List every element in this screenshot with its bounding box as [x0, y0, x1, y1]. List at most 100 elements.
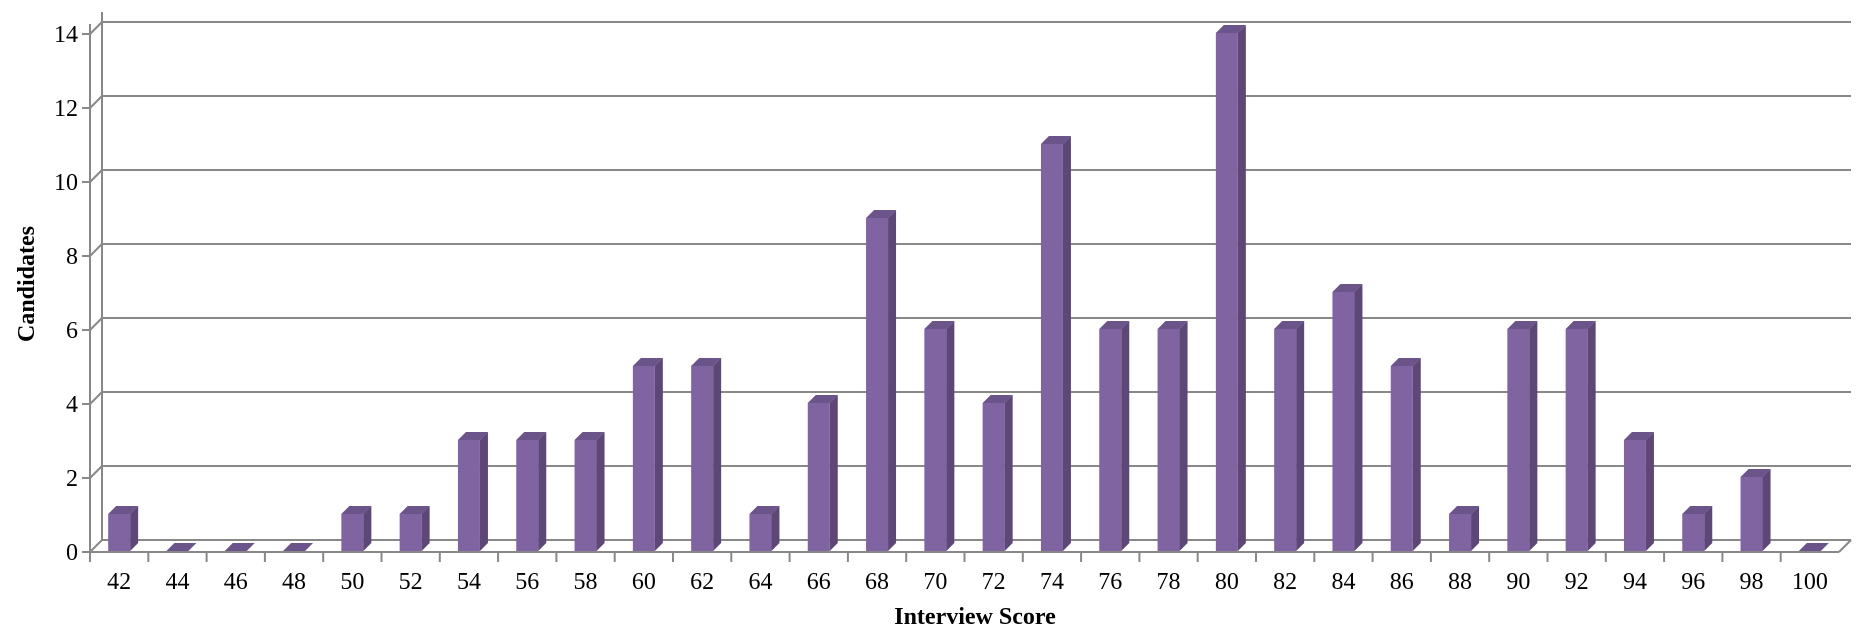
bar-side	[1354, 284, 1363, 551]
bar-front	[1682, 514, 1705, 551]
bar-top	[1565, 321, 1596, 329]
bar-side	[538, 432, 547, 551]
x-tick-label: 84	[1331, 569, 1355, 595]
bar-top	[1740, 469, 1771, 477]
bar	[1099, 321, 1130, 551]
bar-side	[888, 210, 897, 551]
gridline-wall-edge	[89, 95, 103, 109]
bar-front	[1099, 329, 1122, 551]
x-tick-label: 42	[107, 569, 131, 595]
bar-top	[224, 543, 255, 551]
bar	[1157, 321, 1188, 551]
bar	[574, 432, 605, 551]
x-axis-title: Interview Score	[894, 604, 1056, 626]
x-tick-label: 98	[1740, 569, 1764, 595]
bar	[224, 543, 255, 551]
bar-front	[1390, 366, 1413, 551]
bar-front	[1740, 477, 1763, 551]
bar-front	[1040, 144, 1063, 551]
bar	[1507, 321, 1538, 551]
bar	[924, 321, 955, 551]
bar-front	[632, 366, 655, 551]
x-tick-label: 86	[1390, 569, 1414, 595]
axes	[82, 12, 1852, 562]
gridlines	[89, 21, 1851, 553]
y-tick-label: 8	[66, 244, 78, 270]
bar-front	[866, 218, 889, 551]
bar-top	[632, 358, 663, 366]
bar-top	[1040, 136, 1071, 144]
bar-side	[713, 358, 722, 551]
bar-side	[771, 506, 780, 551]
x-tick-label: 82	[1273, 569, 1297, 595]
y-tick-labels: 0 2 4 6 8 10 12 14	[54, 22, 78, 566]
bar-front	[1215, 33, 1238, 551]
bar-front	[807, 403, 830, 551]
x-tick-label: 74	[1040, 569, 1064, 595]
bar	[341, 506, 372, 551]
bar-front	[749, 514, 772, 551]
bar-front	[1332, 292, 1355, 551]
x-tick-label: 58	[574, 569, 598, 595]
x-tick-label: 80	[1215, 569, 1239, 595]
bar	[457, 432, 488, 551]
bar-front	[1274, 329, 1297, 551]
gridline-wall-edge	[89, 465, 103, 479]
bar-top	[341, 506, 372, 514]
bar-side	[1062, 136, 1071, 551]
x-tick-label: 88	[1448, 569, 1472, 595]
gridline-wall-edge	[89, 243, 103, 257]
bar-top	[1099, 321, 1130, 329]
bar-side	[596, 432, 605, 551]
bar-side	[1412, 358, 1421, 551]
bar-front	[399, 514, 422, 551]
bar-front	[1157, 329, 1180, 551]
bar	[1390, 358, 1421, 551]
bar	[1449, 506, 1480, 551]
y-tick-label: 2	[66, 466, 78, 492]
x-tick-label: 68	[865, 569, 889, 595]
bar-side	[1237, 25, 1246, 551]
y-axis-title: Candidates	[14, 226, 40, 342]
x-tick-label: 70	[923, 569, 947, 595]
bar	[108, 506, 139, 551]
bar-side	[1121, 321, 1130, 551]
bar	[1740, 469, 1771, 551]
bar-top	[1449, 506, 1480, 514]
bar	[691, 358, 722, 551]
bar-front	[457, 440, 480, 551]
bar-top	[1798, 543, 1829, 551]
x-tick-label: 72	[982, 569, 1006, 595]
bar-top	[1507, 321, 1538, 329]
bar-side	[1471, 506, 1480, 551]
x-tick-label: 66	[807, 569, 831, 595]
bar-front	[1623, 440, 1646, 551]
x-tick-label: 62	[690, 569, 714, 595]
bar-side	[1296, 321, 1305, 551]
bar-front	[516, 440, 539, 551]
gridline-wall-edge	[89, 391, 103, 405]
bar-side	[1645, 432, 1654, 551]
bar	[1682, 506, 1713, 551]
x-tick-label: 92	[1565, 569, 1589, 595]
x-tick-label: 52	[399, 569, 423, 595]
bar-front	[691, 366, 714, 551]
bar-side	[1762, 469, 1771, 551]
bar	[807, 395, 838, 551]
x-tick-label: 50	[340, 569, 364, 595]
y-tick-label: 0	[66, 540, 78, 566]
y-tick-label: 12	[54, 96, 78, 122]
bar	[1565, 321, 1596, 551]
bar-side	[421, 506, 430, 551]
y-tick-label: 6	[66, 318, 78, 344]
bar-front	[1449, 514, 1472, 551]
bar-side	[1529, 321, 1538, 551]
x-tick-label: 76	[1098, 569, 1122, 595]
bar-front	[108, 514, 131, 551]
bar-top	[1682, 506, 1713, 514]
bar-top	[574, 432, 605, 440]
bar-top	[924, 321, 955, 329]
x-tick-label: 90	[1506, 569, 1530, 595]
floor-right-edge	[1838, 539, 1852, 553]
